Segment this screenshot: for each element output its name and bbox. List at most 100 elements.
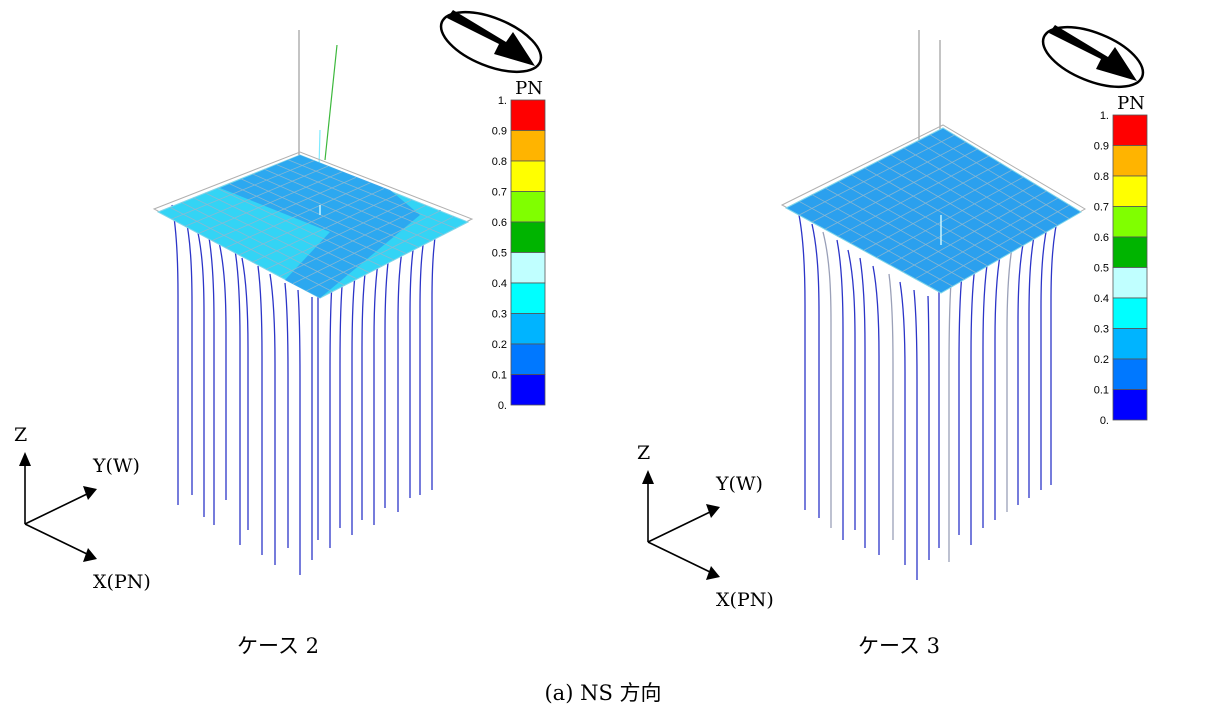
- scale-label: 0.3: [1094, 324, 1109, 336]
- scale-swatch: [1112, 297, 1148, 329]
- scale-label: 0.9: [492, 126, 507, 138]
- panel-case-3: PN 1. 0.9 0.8 0.7 0.6 0.5 0.4 0.3 0.2 0.1 0. Z Y(W) X(…: [603, 0, 1206, 716]
- y-arrow-icon: [83, 486, 97, 500]
- pile-line: [1006, 241, 1014, 512]
- pile-line: [994, 249, 1002, 520]
- scale-swatch: [510, 343, 546, 375]
- scale-label: 0.2: [1094, 354, 1109, 366]
- y-axis-label: Y(W): [715, 473, 763, 495]
- pile-line: [339, 273, 344, 528]
- scale-swatch: [1112, 145, 1148, 177]
- pile-line: [836, 239, 844, 540]
- slab-grid-line: [292, 210, 441, 285]
- case-label: ケース 3: [858, 634, 940, 658]
- x-axis-label: X(PN): [93, 571, 151, 593]
- mat-slab: [152, 151, 474, 299]
- x-arrow-icon: [706, 566, 720, 580]
- pile-line: [241, 257, 249, 530]
- pile-line: [1017, 233, 1026, 505]
- scale-label: 0.4: [492, 278, 507, 290]
- y-axis-line: [647, 511, 711, 543]
- pile-line: [859, 257, 866, 548]
- scale-label: 0.5: [1094, 263, 1109, 275]
- scale-swatch: [1112, 175, 1148, 207]
- scale-swatch: [510, 252, 546, 284]
- mat-slab: [780, 124, 1087, 294]
- pile-line: [269, 273, 276, 565]
- pile-line: [329, 282, 333, 548]
- pile-line: [397, 233, 406, 512]
- z-axis-label: Z: [14, 424, 27, 446]
- scale-label: 0.9: [1094, 141, 1109, 153]
- pile-line: [409, 225, 418, 498]
- pile-line: [948, 281, 952, 562]
- x-axis-line: [24, 523, 88, 555]
- scale-swatch: [510, 99, 546, 131]
- y-axis-line: [24, 493, 88, 525]
- scale-label: 0.3: [492, 309, 507, 321]
- scale-swatch: [1112, 206, 1148, 238]
- orientation-marker: [439, 10, 543, 74]
- pile-line: [982, 257, 989, 528]
- coordinate-axes: Z Y(W) X(PN): [637, 442, 774, 611]
- scale-swatch: [1112, 328, 1148, 360]
- scale-label: 0.: [1100, 415, 1109, 427]
- pile-line: [384, 241, 392, 508]
- scale-swatch: [510, 313, 546, 345]
- slab-grid-line: [288, 159, 456, 229]
- scale-label: 0.7: [492, 187, 507, 199]
- scale-label: 0.8: [1094, 171, 1109, 183]
- scale-label: 1.: [498, 95, 507, 107]
- z-axis-label: Z: [637, 442, 650, 464]
- pile-line: [218, 241, 227, 500]
- pile-line: [351, 265, 357, 535]
- z-arrow-icon: [642, 470, 654, 484]
- pile-line: [297, 289, 301, 575]
- pile-line: [184, 213, 193, 495]
- z-arrow-icon: [19, 452, 31, 466]
- case-label: ケース 2: [237, 634, 319, 658]
- scale-swatch: [1112, 267, 1148, 299]
- pile-line: [257, 265, 263, 555]
- pile-line: [913, 289, 918, 580]
- direction-arrow-icon: [447, 10, 535, 66]
- scale-label: 0.: [498, 400, 507, 412]
- pile-line: [1040, 217, 1050, 490]
- slab-grid-line: [306, 216, 455, 292]
- orientation-ellipse: [439, 10, 543, 74]
- panel-case-2: PN 1. 0.9 0.8 0.7 0.6 0.5 0.4 0.3 0.2 0.1 0. Z Y(W) X(…: [14, 10, 546, 658]
- pile-line: [361, 257, 368, 520]
- scale-swatch: [510, 191, 546, 223]
- orientation-ellipse: [1041, 25, 1145, 89]
- scale-swatch: [510, 160, 546, 192]
- scale-label: 0.1: [1094, 385, 1109, 397]
- scale-swatch: [510, 221, 546, 253]
- pile-line: [1050, 211, 1060, 485]
- pile-line: [1028, 225, 1037, 498]
- vertical-line: [324, 44, 338, 161]
- pile-line: [373, 249, 381, 525]
- pile-line: [958, 273, 963, 535]
- y-arrow-icon: [706, 504, 720, 518]
- x-axis-label: X(PN): [716, 589, 774, 611]
- orientation-marker: [1041, 25, 1145, 89]
- legend-title: PN: [1117, 93, 1145, 114]
- scale-swatch: [1112, 358, 1148, 390]
- color-scale-legend: PN 1. 0.9 0.8 0.7 0.6 0.5 0.4 0.3 0.2 0.1 0.: [492, 78, 546, 412]
- pile-line: [171, 204, 179, 505]
- scale-label: 0.2: [492, 339, 507, 351]
- slab-grid-line: [929, 134, 1070, 220]
- pile-line: [899, 281, 906, 565]
- scale-label: 0.1: [492, 370, 507, 382]
- scale-label: 0.5: [492, 248, 507, 260]
- legend-title: PN: [515, 78, 543, 99]
- x-arrow-icon: [83, 548, 97, 562]
- structure-plot-case-3: PN 1. 0.9 0.8 0.7 0.6 0.5 0.4 0.3 0.2 0.1 0. Z Y(W) X(…: [637, 25, 1148, 611]
- pile-line: [431, 209, 441, 490]
- structure-plot-case-2: PN 1. 0.9 0.8 0.7 0.6 0.5 0.4 0.3 0.2 0.1 0. Z Y(W) X(…: [14, 10, 546, 593]
- scale-label: 0.4: [1094, 293, 1109, 305]
- pile-line: [284, 282, 289, 548]
- scale-label: 0.8: [492, 156, 507, 168]
- scale-swatch: [510, 282, 546, 314]
- pile-line: [419, 217, 429, 495]
